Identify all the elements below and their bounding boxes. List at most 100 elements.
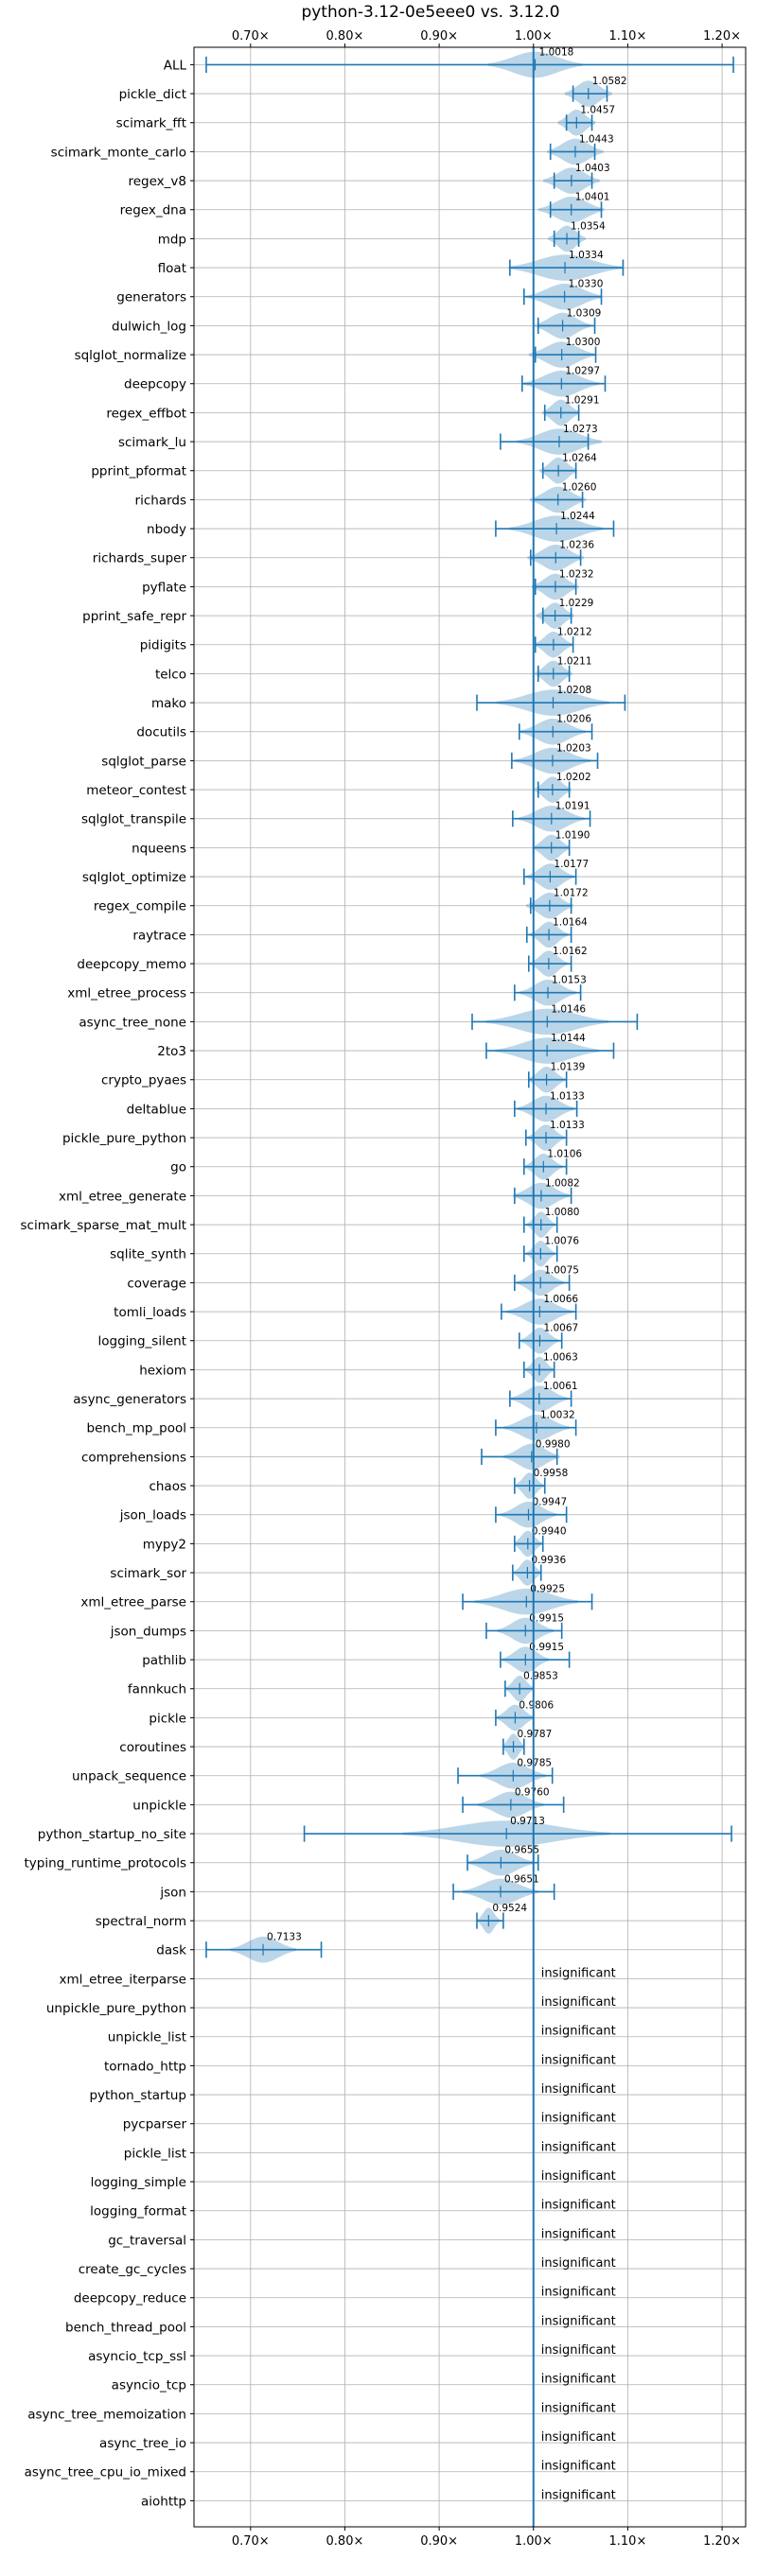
insignificant-label: insignificant [541, 2256, 616, 2271]
benchmark-label: mdp [158, 232, 186, 247]
mean-label: 1.0063 [543, 1351, 578, 1363]
mean-label: 1.0153 [552, 975, 587, 986]
benchmark-label: sqlglot_normalize [75, 348, 186, 363]
benchmark-label: json [159, 1885, 186, 1900]
x-tick-label-bottom: 1.20× [703, 2534, 741, 2549]
benchmark-label: async_tree_io [99, 2436, 186, 2451]
benchmark-label: richards [135, 493, 186, 508]
mean-label: 1.0291 [565, 394, 600, 406]
insignificant-label: insignificant [541, 2488, 616, 2502]
benchmark-label: richards_super [93, 551, 187, 566]
benchmark-label: deepcopy_reduce [74, 2291, 186, 2306]
mean-label: 1.0191 [555, 801, 590, 812]
benchmark-label: scimark_fft [116, 116, 186, 131]
benchmark-label: chaos [149, 1479, 186, 1494]
benchmark-label: sqlglot_optimize [82, 870, 186, 885]
benchmark-label: pprint_safe_repr [82, 609, 186, 624]
benchmark-label: asyncio_tcp_ssl [88, 2349, 186, 2364]
benchmark-label: pprint_pformat [91, 464, 186, 479]
mean-label: 0.9940 [532, 1525, 567, 1537]
mean-label: 1.0018 [539, 46, 574, 58]
benchmark-label: json_dumps [110, 1624, 186, 1639]
insignificant-label: insignificant [541, 2199, 616, 2213]
x-tick-label-top: 0.90× [420, 29, 458, 44]
x-tick-label-top: 0.80× [326, 29, 364, 44]
benchmark-label: nqueens [132, 841, 186, 856]
benchmark-label: async_tree_cpu_io_mixed [25, 2465, 186, 2480]
mean-label: 1.0133 [550, 1090, 585, 1102]
mean-label: 0.9915 [529, 1612, 564, 1624]
insignificant-label: insignificant [541, 2373, 616, 2387]
x-tick-label-bottom: 0.90× [420, 2534, 458, 2549]
mean-label: 0.9980 [536, 1438, 571, 1450]
mean-label: 1.0403 [575, 163, 610, 174]
benchmark-label: async_tree_memoization [27, 2407, 186, 2422]
mean-label: 1.0133 [550, 1120, 585, 1131]
mean-label: 1.0032 [540, 1410, 575, 1421]
mean-label: 0.9651 [504, 1873, 539, 1885]
mean-label: 1.0309 [567, 307, 602, 319]
benchmark-label: regex_effbot [106, 406, 186, 421]
mean-label: 0.9947 [532, 1497, 567, 1508]
benchmark-label: async_tree_none [79, 1015, 186, 1030]
benchmark-label: create_gc_cycles [79, 2262, 186, 2277]
mean-label: 0.7133 [267, 1932, 302, 1943]
mean-label: 1.0273 [563, 424, 598, 435]
benchmark-label: sqlglot_transpile [81, 812, 186, 827]
insignificant-label: insignificant [541, 2112, 616, 2126]
insignificant-label: insignificant [541, 2286, 616, 2300]
mean-label: 1.0300 [566, 337, 601, 348]
insignificant-label: insignificant [541, 2314, 616, 2328]
benchmark-label: mako [151, 696, 186, 711]
benchmark-label: telco [155, 667, 186, 682]
benchmark-label: logging_silent [98, 1334, 186, 1349]
benchmark-label: xml_etree_iterparse [60, 1972, 187, 1987]
benchmark-label: regex_v8 [128, 174, 186, 189]
mean-label: 1.0264 [562, 453, 597, 464]
benchmark-label: unpickle_list [108, 2030, 186, 2045]
benchmark-label: gc_traversal [108, 2233, 186, 2248]
mean-label: 0.9787 [518, 1729, 553, 1740]
chart-title: python-3.12-0e5eee0 vs. 3.12.0 [301, 3, 559, 22]
mean-label: 0.9925 [530, 1584, 565, 1595]
benchmark-label: pidigits [140, 638, 186, 653]
benchmark-label: pickle_pure_python [62, 1131, 186, 1146]
mean-label: 1.0206 [556, 714, 591, 725]
benchmark-label: deepcopy [124, 377, 186, 392]
mean-label: 1.0330 [569, 279, 604, 290]
mean-label: 1.0190 [555, 829, 590, 841]
benchmark-label: tornado_http [104, 2059, 186, 2074]
mean-label: 1.0212 [557, 627, 592, 638]
benchmark-label: mypy2 [143, 1537, 186, 1552]
benchmark-label: pycparser [123, 2117, 187, 2132]
mean-label: 0.9655 [504, 1845, 539, 1856]
benchmark-label: crypto_pyaes [101, 1073, 186, 1088]
benchmark-label: raytrace [132, 928, 186, 943]
mean-label: 1.0067 [543, 1323, 578, 1334]
mean-label: 1.0457 [580, 105, 615, 116]
benchmark-label: pyflate [142, 580, 186, 595]
x-tick-label-top: 1.00× [515, 29, 553, 44]
benchmark-label: pathlib [142, 1653, 186, 1668]
mean-label: 0.9713 [510, 1816, 545, 1827]
benchmark-label: async_generators [73, 1392, 186, 1407]
mean-label: 1.0232 [559, 568, 594, 580]
x-tick-label-bottom: 0.70× [232, 2534, 270, 2549]
insignificant-label: insignificant [541, 2227, 616, 2241]
benchmark-label: go [170, 1160, 186, 1175]
insignificant-label: insignificant [541, 1995, 616, 2010]
insignificant-label: insignificant [541, 2343, 616, 2358]
mean-label: 1.0080 [545, 1207, 580, 1218]
x-tick-label-bottom: 1.00× [515, 2534, 553, 2549]
benchmark-label: pickle_dict [119, 87, 186, 102]
mean-label: 0.9524 [492, 1903, 527, 1914]
benchmark-label: meteor_contest [86, 783, 186, 798]
benchmark-label: aiohttp [141, 2494, 186, 2509]
mean-label: 1.0260 [562, 481, 597, 493]
benchmark-label: unpickle_pure_python [46, 2001, 186, 2016]
mean-label: 1.0164 [553, 916, 588, 928]
benchmark-label: comprehensions [81, 1450, 186, 1465]
mean-label: 1.0146 [551, 1003, 586, 1015]
mean-label: 1.0139 [551, 1062, 586, 1073]
